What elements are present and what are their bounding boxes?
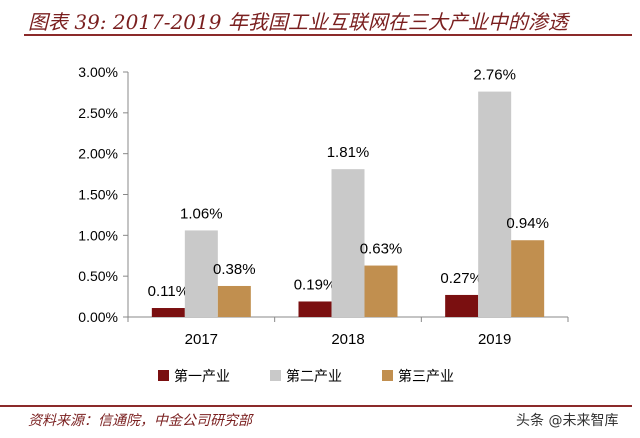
y-tick-label: 0.50% bbox=[78, 268, 118, 284]
bar bbox=[298, 301, 332, 317]
legend-swatch bbox=[158, 370, 169, 381]
bar bbox=[478, 91, 512, 317]
data-label: 0.19% bbox=[294, 276, 337, 293]
legend-label: 第二产业 bbox=[286, 368, 342, 384]
data-label: 0.63% bbox=[360, 241, 403, 258]
legend-swatch bbox=[270, 370, 281, 381]
data-label: 1.06% bbox=[180, 205, 223, 222]
y-tick-label: 0.00% bbox=[78, 309, 118, 325]
y-tick-label: 2.00% bbox=[78, 146, 118, 162]
bar bbox=[511, 240, 545, 317]
data-label: 0.38% bbox=[213, 261, 256, 278]
bar bbox=[364, 265, 398, 317]
bar-chart: 0.00% 0.50% 1.00% 1.50% 2.00% 2.50% 3.00% 2017 0… bbox=[78, 64, 569, 384]
legend-label: 第三产业 bbox=[398, 368, 454, 384]
bar bbox=[217, 285, 251, 317]
data-label: 0.27% bbox=[440, 270, 483, 287]
x-tick-label: 2019 bbox=[478, 331, 511, 348]
bar bbox=[445, 294, 479, 317]
bar bbox=[331, 169, 365, 317]
data-label: 0.11% bbox=[148, 283, 189, 300]
title-divider bbox=[24, 34, 632, 36]
bar bbox=[184, 230, 218, 317]
source-note: 资料来源：信通院，中金公司研究部 bbox=[28, 413, 252, 429]
x-tick-label: 2018 bbox=[331, 331, 364, 348]
y-tick-label: 1.50% bbox=[78, 187, 118, 203]
y-tick-label: 1.00% bbox=[78, 227, 118, 243]
legend-label: 第一产业 bbox=[174, 368, 230, 384]
watermark: 头条 @未来智库 bbox=[516, 413, 619, 429]
y-tick-label: 2.50% bbox=[78, 105, 118, 121]
bar bbox=[151, 308, 185, 317]
y-tick-label: 3.00% bbox=[78, 64, 118, 80]
data-label: 1.81% bbox=[327, 144, 370, 161]
footer-divider bbox=[0, 405, 632, 407]
x-tick-label: 2017 bbox=[185, 331, 218, 348]
legend-swatch bbox=[382, 370, 393, 381]
data-label: 0.94% bbox=[506, 215, 549, 232]
chart-title: 图表 39: 2017-2019 年我国工业互联网在三大产业中的渗透 bbox=[28, 10, 568, 34]
data-label: 2.76% bbox=[473, 67, 516, 84]
